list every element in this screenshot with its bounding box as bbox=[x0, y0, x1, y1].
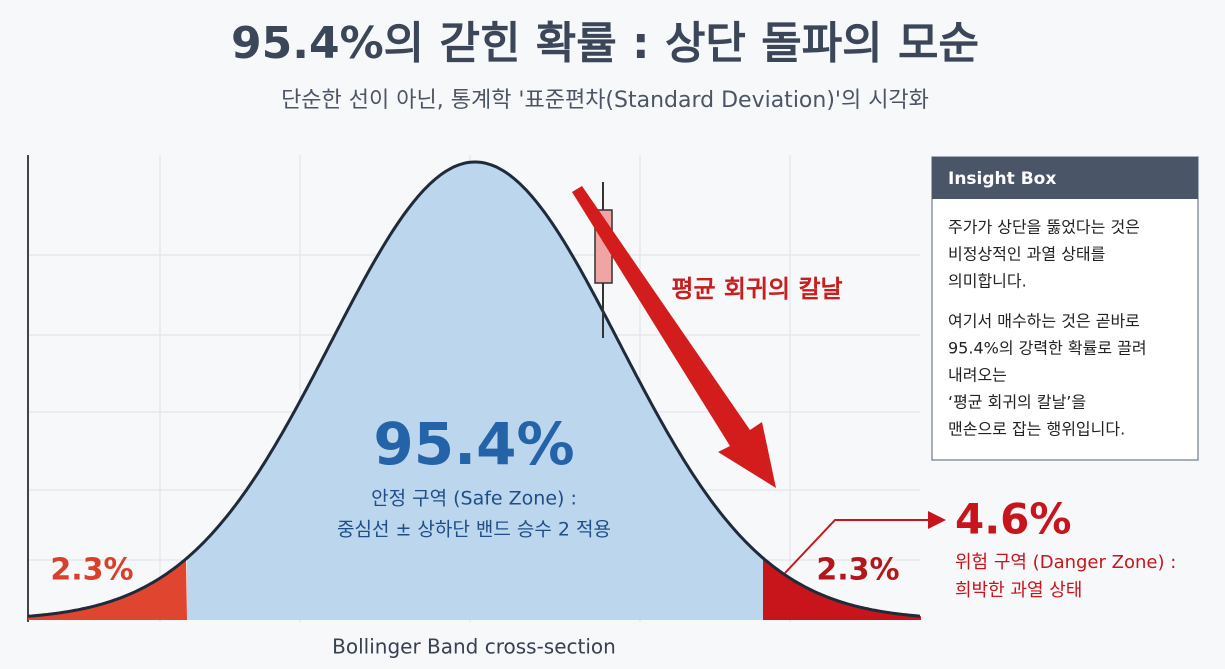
insight-line: 비정상적인 과열 상태를 bbox=[948, 245, 1105, 264]
title: 95.4%의 갇힌 확률 : 상단 돌파의 모순 bbox=[231, 18, 979, 69]
insight-line: 여기서 매수하는 것은 곧바로 bbox=[948, 312, 1140, 331]
subtitle: 단순한 선이 아닌, 통계학 '표준편차(Standard Deviation)… bbox=[281, 88, 929, 113]
reversion-arrow bbox=[572, 186, 776, 488]
left-tail-percent: 2.3% bbox=[50, 553, 133, 588]
safe-zone bbox=[187, 162, 763, 620]
insight-header bbox=[932, 157, 1198, 199]
insight-line: 의미합니다. bbox=[948, 272, 1027, 291]
center-label: 안정 구역 (Safe Zone) : bbox=[371, 488, 577, 510]
insight-line: ‘평균 회귀의 칼날’을 bbox=[948, 393, 1086, 412]
danger-pointer-head bbox=[928, 511, 946, 529]
right-danger-zone bbox=[763, 558, 921, 620]
right-tail-percent: 2.3% bbox=[816, 553, 899, 588]
danger-pointer bbox=[784, 519, 930, 574]
axis-label: Bollinger Band cross-section bbox=[332, 635, 616, 659]
insight-box bbox=[931, 156, 1199, 461]
insight-line: 내려오는 bbox=[948, 366, 1007, 385]
insight-title: Insight Box bbox=[948, 169, 1056, 189]
danger-percent: 4.6% bbox=[955, 495, 1071, 544]
insight-line: 95.4%의 강력한 확률로 끌려 bbox=[948, 339, 1147, 358]
danger-label: 희박한 과열 상태 bbox=[955, 580, 1082, 601]
danger-label: 위험 구역 (Danger Zone) : bbox=[955, 552, 1176, 573]
insight-line: 맨손으로 잡는 행위입니다. bbox=[948, 420, 1125, 439]
arrow-label: 평균 회귀의 칼날 bbox=[671, 275, 842, 303]
insight-line: 주가가 상단을 뚫었다는 것은 bbox=[948, 218, 1140, 237]
center-label: 중심선 ± 상하단 밴드 승수 2 적용 bbox=[337, 519, 611, 541]
bell-curve bbox=[27, 160, 921, 618]
center-percent: 95.4% bbox=[373, 410, 574, 478]
left-danger-zone bbox=[28, 558, 187, 620]
